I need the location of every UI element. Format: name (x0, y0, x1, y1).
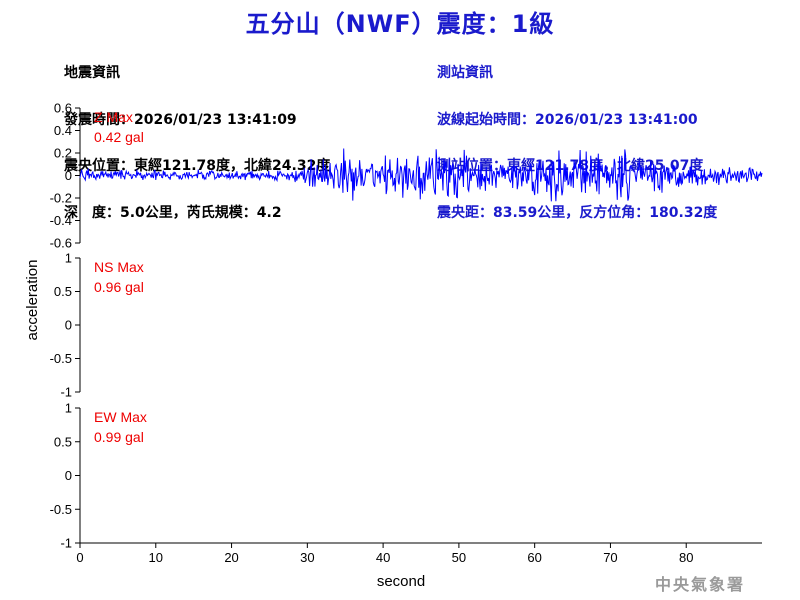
page-title: 五分山（NWF）震度：1級 (245, 10, 555, 38)
y-tick-label: 1 (65, 251, 72, 266)
y-tick-label: 1 (65, 401, 72, 416)
y-tick-label: -0.5 (50, 351, 72, 366)
y-tick-label: 0.4 (54, 123, 72, 138)
earthquake-info: 地震資訊 發震時間：2026/01/23 13:41:09 震央位置：東經121… (64, 35, 330, 237)
y-tick-label: -0.6 (50, 236, 72, 251)
y-tick-label: 0 (65, 318, 72, 333)
y-tick-label: -0.4 (50, 213, 72, 228)
x-tick-label: 0 (76, 550, 83, 565)
x-tick-label: 50 (452, 550, 466, 565)
x-tick-label: 70 (603, 550, 617, 565)
origin-time: 發震時間：2026/01/23 13:41:09 (64, 111, 297, 128)
trace-z-line (79, 148, 763, 202)
station-info: 測站資訊 波線起始時間：2026/01/23 13:41:00 測站位置：東經1… (437, 35, 717, 237)
distance-azimuth: 震央距：83.59公里，反方位角：180.32度 (437, 204, 718, 221)
epicenter-location: 震央位置：東經121.78度，北緯24.32度 (64, 158, 331, 174)
y-tick-label: 0.2 (54, 146, 72, 161)
x-axis-label: second (377, 573, 425, 590)
x-tick-label: 40 (376, 550, 390, 565)
x-tick-label: 80 (679, 550, 693, 565)
y-tick-label: 0 (65, 468, 72, 483)
y-tick-label: 0.6 (54, 101, 72, 116)
y-tick-label: -0.2 (50, 191, 72, 206)
station-info-heading: 測站資訊 (437, 65, 493, 81)
y-axis-label: acceleration (24, 260, 41, 341)
max-value-ns: 0.96 gal (94, 279, 144, 295)
wave-start-time: 波線起始時間：2026/01/23 13:41:00 (437, 111, 698, 128)
max-label-ew: EW Max (94, 409, 147, 425)
depth-magnitude: 深 度：5.0公里，芮氏規模：4.2 (64, 204, 282, 221)
y-tick-label: 0 (65, 168, 72, 183)
x-tick-label: 20 (224, 550, 238, 565)
max-label-ns: NS Max (94, 259, 144, 275)
earthquake-info-heading: 地震資訊 (64, 65, 120, 81)
y-tick-label: 0.5 (54, 284, 72, 299)
y-tick-label: -0.5 (50, 502, 72, 517)
max-label-z: Z Max (94, 109, 133, 125)
max-value-z: 0.42 gal (94, 129, 144, 145)
max-value-ew: 0.99 gal (94, 429, 144, 445)
x-tick-label: 60 (527, 550, 541, 565)
x-tick-label: 30 (300, 550, 314, 565)
y-tick-label: -1 (60, 536, 72, 551)
y-tick-label: 0.5 (54, 434, 72, 449)
x-tick-label: 10 (149, 550, 163, 565)
agency-name: 中央氣象署 (655, 575, 746, 594)
y-tick-label: -1 (60, 385, 72, 400)
